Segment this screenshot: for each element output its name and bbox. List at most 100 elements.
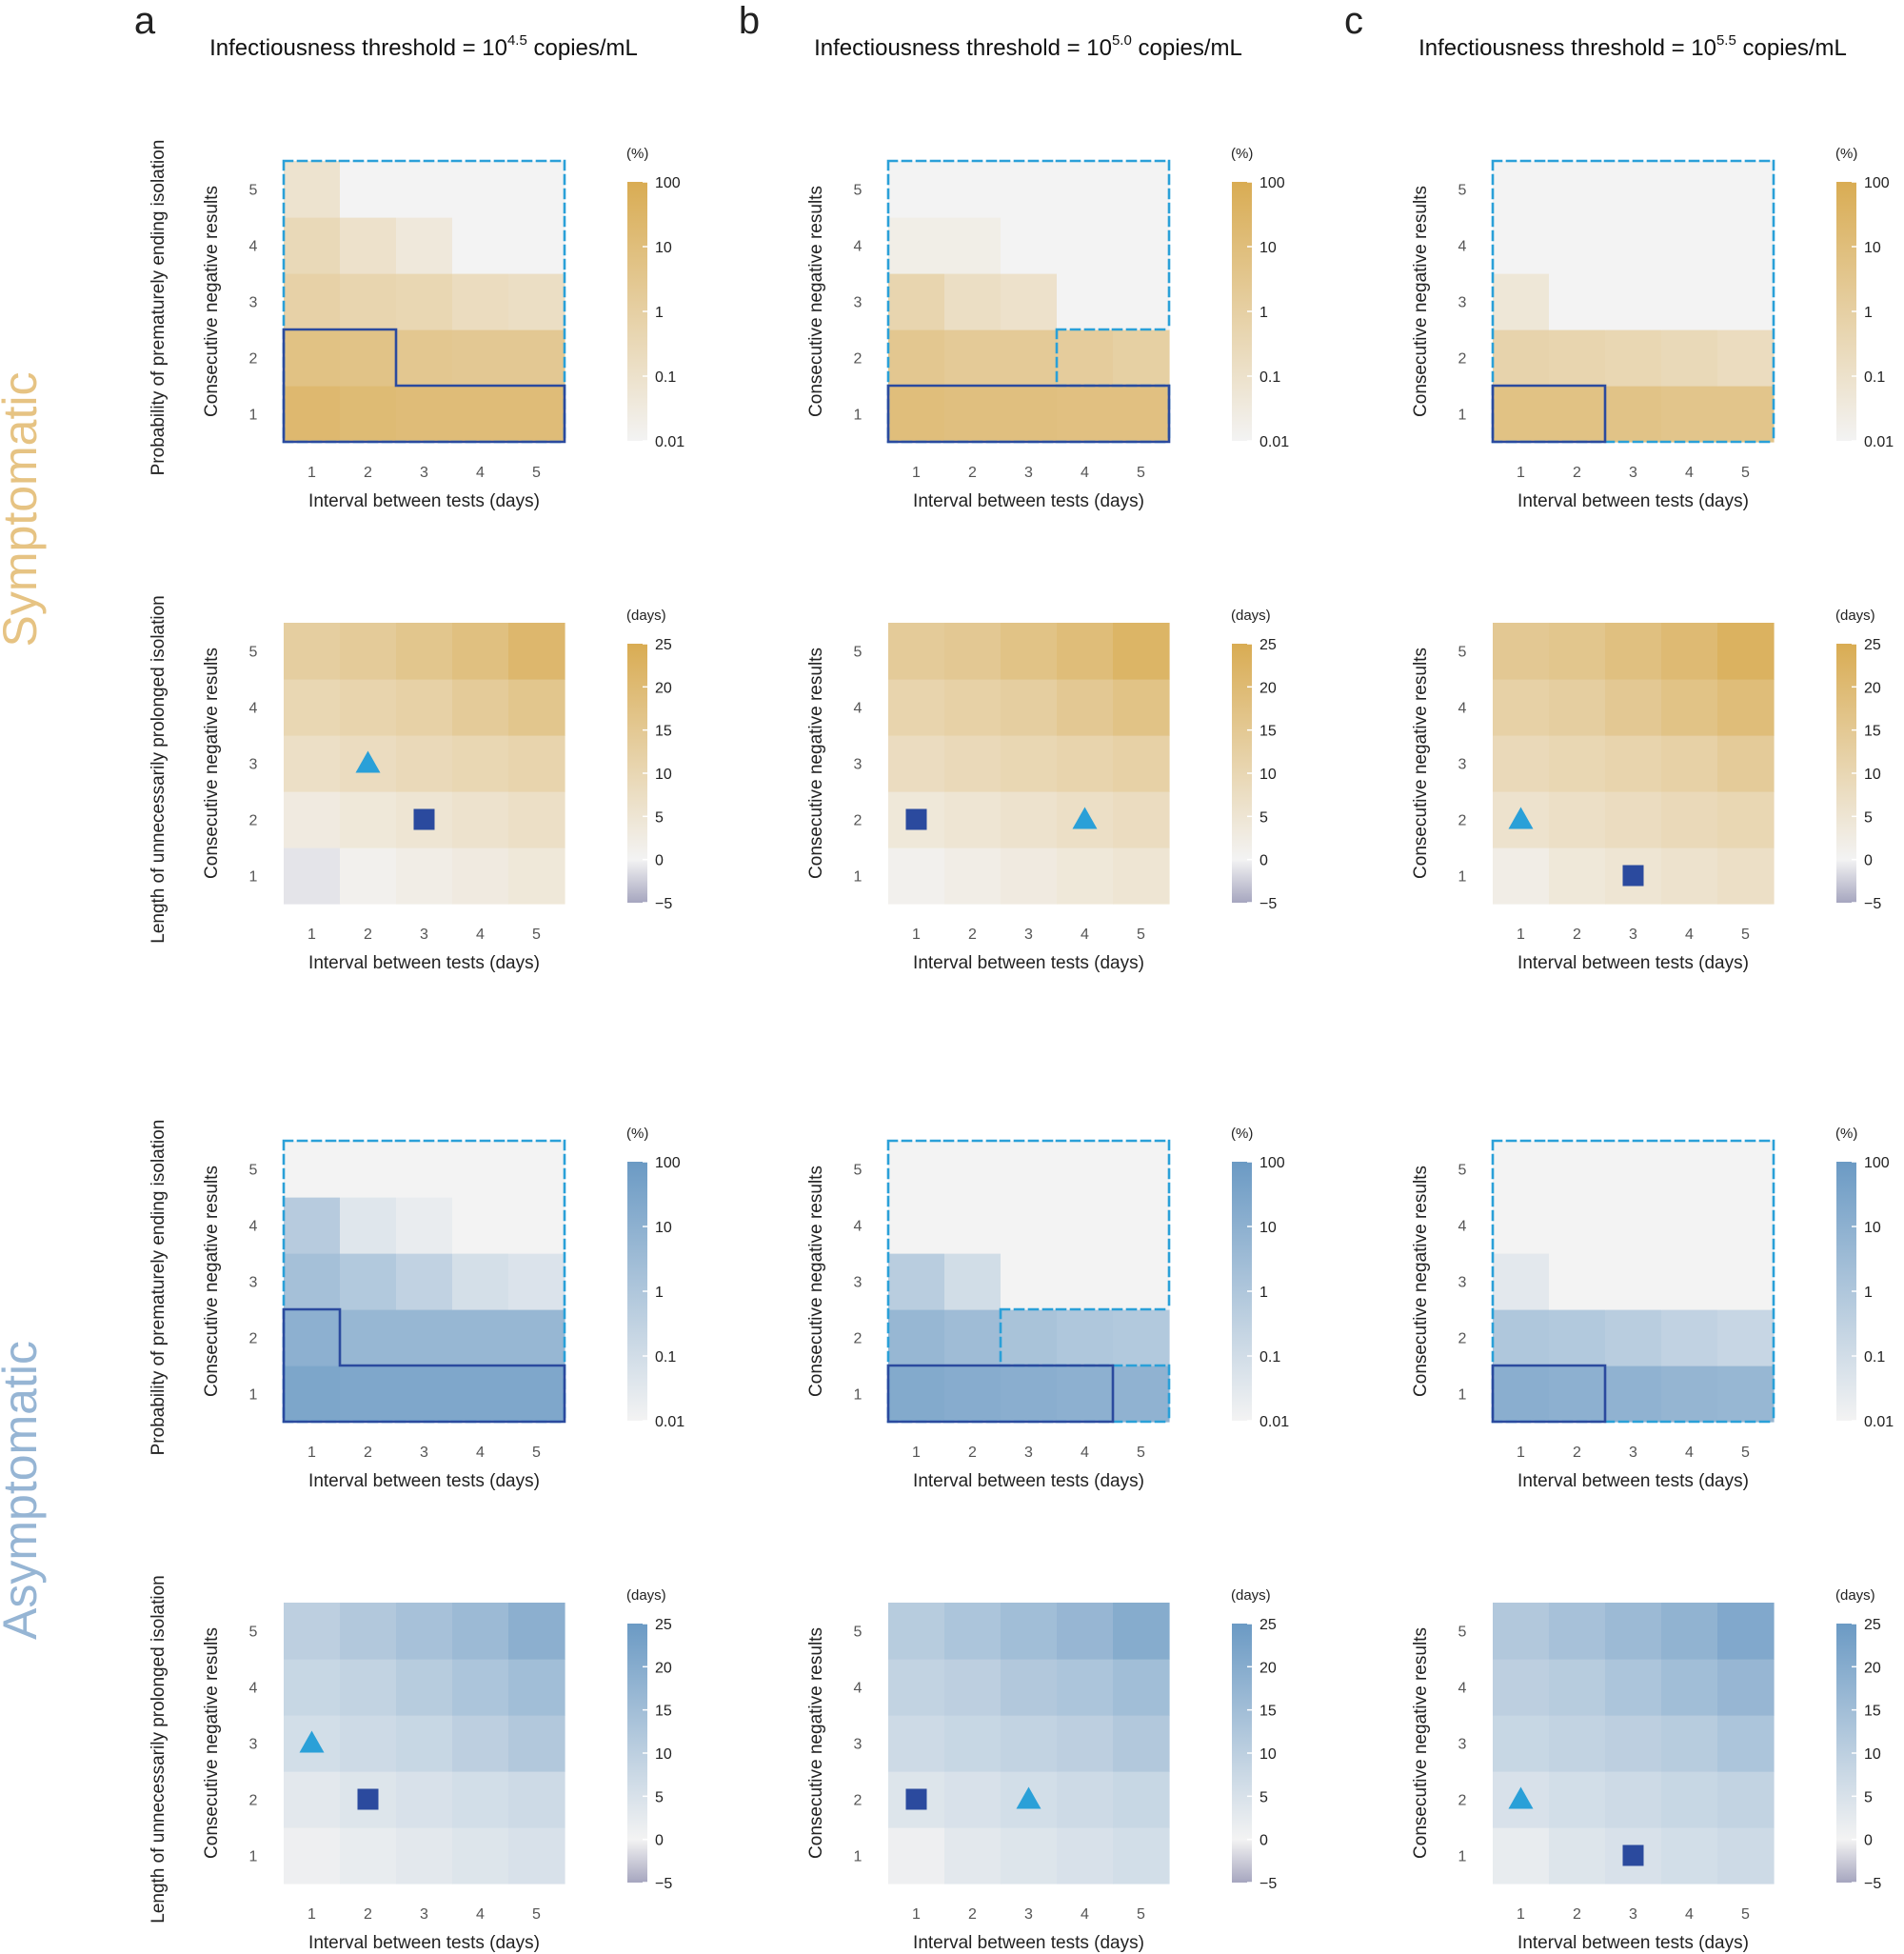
heatmap-cell <box>1113 217 1170 274</box>
heatmap-cell <box>888 735 945 792</box>
heatmap-cell <box>340 1309 397 1366</box>
colorbar-tick-label: 0.01 <box>655 1414 684 1430</box>
colorbar-tick-label: 15 <box>655 724 672 740</box>
square-marker <box>1622 865 1644 887</box>
x-axis-label: Interval between tests (days) <box>1517 1471 1749 1491</box>
x-tick-label: 2 <box>364 465 372 481</box>
heatmap-cell <box>1717 217 1775 274</box>
heatmap-cell <box>888 1366 945 1423</box>
x-tick-label: 5 <box>1137 927 1145 943</box>
colorbar-tick-label: 5 <box>1864 1789 1873 1805</box>
heatmap-cell <box>888 1603 945 1660</box>
triangle-marker <box>299 1730 325 1753</box>
colorbar-tick-label: 0.01 <box>1864 1414 1894 1430</box>
heatmap-cell <box>1057 386 1114 443</box>
heatmap-cell <box>1001 1197 1058 1254</box>
colorbar-tick-label: 1 <box>1259 1285 1268 1301</box>
y-tick-label: 5 <box>854 645 863 661</box>
y-axis-label: Consecutive negative results <box>806 186 826 417</box>
heatmap-cell <box>1549 329 1606 387</box>
x-tick-label: 5 <box>532 465 541 481</box>
heatmap-cell <box>452 1141 509 1198</box>
heatmap-cell <box>944 1659 1002 1716</box>
heatmap-cell <box>1717 1253 1775 1310</box>
heatmap-cell <box>284 847 341 905</box>
heatmap-cell <box>1661 623 1718 680</box>
colorbar-tick-label: 1 <box>1259 305 1268 321</box>
column-title-exponent: 5.0 <box>1112 32 1132 49</box>
panel-letter-a: a <box>134 0 156 42</box>
heatmap-cell <box>944 273 1002 330</box>
heatmap-cell <box>396 1141 453 1198</box>
y-tick-label: 1 <box>1458 869 1467 886</box>
colorbar-tick-label: 100 <box>655 1155 681 1171</box>
colorbar-unit: (days) <box>626 608 666 624</box>
heatmap-cell <box>1717 1197 1775 1254</box>
heatmap-cell <box>1057 1715 1114 1772</box>
x-tick-label: 4 <box>476 1445 485 1461</box>
y-tick-label: 4 <box>1458 1219 1467 1235</box>
colorbar-tick-label: 100 <box>1259 175 1285 191</box>
colorbar-tick-label: 0 <box>1259 1833 1268 1849</box>
heatmap-cell <box>284 1827 341 1884</box>
heatmap-cell <box>396 329 453 387</box>
heatmap-cell <box>1057 161 1114 218</box>
colorbar-unit: (days) <box>1231 608 1271 624</box>
colorbar <box>627 1624 647 1883</box>
heatmap-cell <box>452 329 509 387</box>
x-tick-label: 2 <box>364 1906 372 1923</box>
x-tick-label: 1 <box>1517 465 1525 481</box>
y-tick-label: 4 <box>249 1219 258 1235</box>
heatmap-cell <box>340 1659 397 1716</box>
x-tick-label: 4 <box>476 465 485 481</box>
heatmap-cell <box>1549 1309 1606 1366</box>
y-axis-label: Consecutive negative results <box>1411 1627 1431 1859</box>
heatmap-cell <box>1605 386 1662 443</box>
colorbar-tick-label: 0.1 <box>655 1349 676 1366</box>
colorbar-tick-label: 0 <box>655 1833 664 1849</box>
heatmap-panel-asymptomatic-probability: 1 2 3 4 5 1 2 3 4 5 Interval between tests (days) C… <box>202 1126 684 1491</box>
column-title-exponent: 4.5 <box>507 32 527 49</box>
heatmap-cell <box>888 273 945 330</box>
colorbar-tick-label: 10 <box>655 767 672 783</box>
colorbar-tick-label: −5 <box>1259 1876 1277 1892</box>
heatmap-cell <box>1113 791 1170 848</box>
heatmap-cell <box>1661 329 1718 387</box>
heatmap-cell <box>1001 1715 1058 1772</box>
y-tick-label: 2 <box>854 351 863 368</box>
heatmap-cell <box>284 1366 341 1423</box>
heatmap-cell <box>340 791 397 848</box>
heatmap-cell <box>508 217 565 274</box>
colorbar-tick-label: 1 <box>655 1285 664 1301</box>
heatmap-cell <box>1661 679 1718 736</box>
y-tick-label: 3 <box>1458 1737 1467 1753</box>
group-label-asymptomatic: Asymptomatic <box>0 1341 47 1640</box>
y-tick-label: 1 <box>1458 1849 1467 1865</box>
heatmap-cell <box>508 1197 565 1254</box>
heatmap-cell <box>1113 1715 1170 1772</box>
x-tick-label: 1 <box>1517 1445 1525 1461</box>
heatmap-cell <box>396 1197 453 1254</box>
y-axis-label: Consecutive negative results <box>202 1627 222 1859</box>
y-axis-label: Consecutive negative results <box>202 1166 222 1397</box>
heatmap-cell <box>1057 735 1114 792</box>
heatmap-cell <box>452 1197 509 1254</box>
y-tick-label: 1 <box>854 408 863 424</box>
colorbar-unit: (days) <box>626 1587 666 1604</box>
heatmap-cell <box>1057 623 1114 680</box>
colorbar-tick-label: 0.1 <box>1259 1349 1280 1366</box>
x-tick-label: 3 <box>420 1445 428 1461</box>
colorbar-tick-label: 0.1 <box>1864 369 1885 386</box>
x-tick-label: 4 <box>1685 465 1694 481</box>
y-tick-label: 1 <box>854 1387 863 1404</box>
heatmap-cell <box>1493 1309 1550 1366</box>
heatmap-cell <box>1717 1659 1775 1716</box>
heatmap-cell <box>1113 1197 1170 1254</box>
y-tick-label: 5 <box>854 1625 863 1641</box>
heatmap-cell <box>284 161 341 218</box>
y-tick-label: 5 <box>249 183 258 199</box>
x-tick-label: 2 <box>968 465 977 481</box>
colorbar-tick-label: 25 <box>1864 637 1881 653</box>
colorbar <box>1232 182 1252 441</box>
heatmap-cell <box>1549 679 1606 736</box>
